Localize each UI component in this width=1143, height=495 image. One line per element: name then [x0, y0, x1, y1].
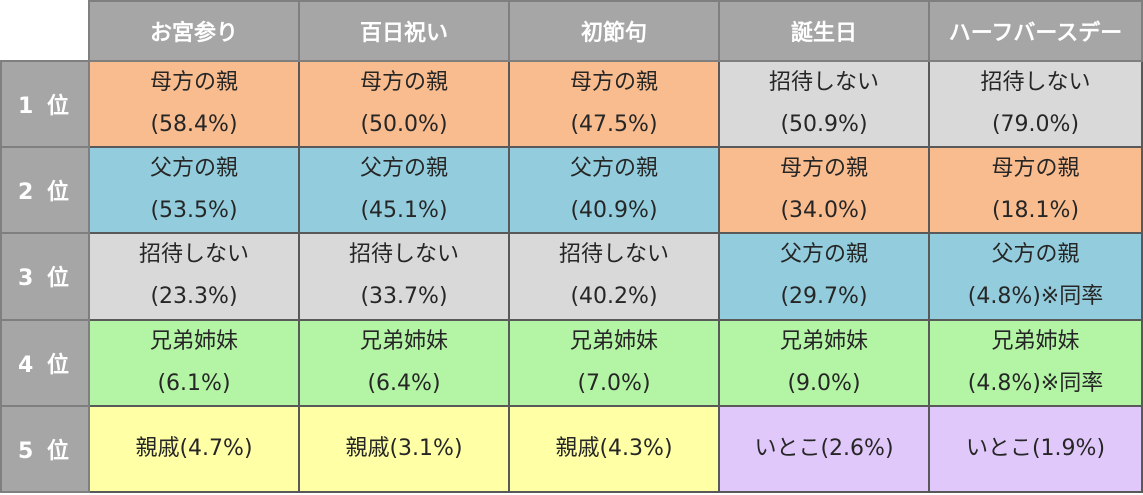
- cell-percent: (40.2%): [570, 284, 658, 310]
- table-cell: 父方の親 (45.1%): [298, 146, 510, 235]
- table-cell: 兄弟姉妹 (4.8%)※同率: [928, 318, 1143, 407]
- cell-name: 兄弟姉妹: [991, 328, 1080, 354]
- cell-name: 父方の親: [569, 156, 658, 182]
- cell-name: 母方の親: [149, 70, 238, 96]
- table-cell: 兄弟姉妹 (6.1%): [88, 318, 300, 407]
- corner-cell: [1, 1, 89, 61]
- column-header-momoka: 百日祝い: [298, 0, 510, 62]
- table-cell: 招待しない (23.3%): [88, 232, 300, 321]
- cell-percent: (4.8%)※同率: [967, 370, 1104, 396]
- cell-percent: (50.0%): [360, 112, 448, 138]
- rank-row-3: 3 位 招待しない (23.3%) 招待しない (33.7%) 招待しない (40.2…: [0, 232, 1143, 321]
- rank-row-1: 1 位 母方の親 (58.4%) 母方の親 (50.0%) 母方の親 (47.5%) …: [0, 59, 1143, 149]
- cell-percent: (79.0%): [991, 112, 1080, 138]
- cell-name: 兄弟姉妹: [569, 328, 658, 354]
- table-cell: 親戚(3.1%): [298, 404, 510, 494]
- cell-name: 父方の親: [359, 156, 448, 182]
- header-row: お宮参り 百日祝い 初節句 誕生日 ハーフバースデー: [1, 0, 1143, 62]
- table-cell: 親戚(4.3%): [508, 404, 720, 494]
- column-header-omiyamairi: お宮参り: [88, 0, 300, 62]
- cell-name: 招待しない: [768, 70, 879, 96]
- table-cell: 招待しない (40.2%): [508, 232, 720, 321]
- cell-percent: (9.0%): [787, 370, 861, 396]
- rank-label: 1 位: [0, 59, 90, 149]
- cell-percent: (33.7%): [360, 284, 448, 310]
- cell-name: 父方の親: [149, 156, 238, 182]
- rank-label: 2 位: [0, 146, 90, 235]
- cell-percent: (47.5%): [570, 112, 658, 138]
- table-cell: 父方の親 (53.5%): [88, 146, 300, 235]
- cell-name: 兄弟姉妹: [359, 328, 448, 354]
- cell-name: 兄弟姉妹: [779, 328, 868, 354]
- cell-percent: (50.9%): [780, 112, 868, 138]
- cell-percent: (45.1%): [360, 198, 448, 224]
- cell-name: 招待しない: [558, 242, 669, 268]
- table-cell: 母方の親 (58.4%): [88, 59, 300, 149]
- cell-name: 招待しない: [138, 242, 249, 268]
- table-cell: 父方の親 (40.9%): [508, 146, 720, 235]
- table-cell: 親戚(4.7%): [88, 404, 300, 494]
- cell-name: 母方の親: [779, 156, 868, 182]
- cell-percent: (23.3%): [150, 284, 238, 310]
- cell-name: 兄弟姉妹: [149, 328, 238, 354]
- cell-percent: (40.9%): [570, 198, 658, 224]
- cell-percent: (53.5%): [150, 198, 238, 224]
- rank-row-5: 5 位 親戚(4.7%) 親戚(3.1%) 親戚(4.3%) いとこ(2.6%)…: [0, 404, 1143, 494]
- table-cell: 父方の親 (29.7%): [718, 232, 930, 321]
- cell-percent: (58.4%): [150, 112, 238, 138]
- column-header-half-birthday: ハーフバースデー: [928, 0, 1143, 62]
- cell-percent: (6.4%): [367, 370, 441, 396]
- table-cell: 母方の親 (47.5%): [508, 59, 720, 149]
- cell-name: 父方の親: [991, 242, 1080, 268]
- table-cell: 母方の親 (18.1%): [928, 146, 1143, 235]
- rank-label: 3 位: [0, 232, 90, 321]
- cell-name: 母方の親: [359, 70, 448, 96]
- cell-name: 母方の親: [569, 70, 658, 96]
- rank-row-4: 4 位 兄弟姉妹 (6.1%) 兄弟姉妹 (6.4%) 兄弟姉妹 (7.0%) 兄弟姉…: [0, 318, 1143, 407]
- table-cell: 招待しない (50.9%): [718, 59, 930, 149]
- rank-label: 4 位: [0, 318, 90, 407]
- cell-name: 母方の親: [991, 156, 1080, 182]
- table-cell: 兄弟姉妹 (6.4%): [298, 318, 510, 407]
- cell-name: 父方の親: [779, 242, 868, 268]
- table-cell: いとこ(2.6%): [718, 404, 930, 494]
- column-header-hatsuzekku: 初節句: [508, 0, 720, 62]
- table-cell: 招待しない (79.0%): [928, 59, 1143, 149]
- table-cell: 母方の親 (50.0%): [298, 59, 510, 149]
- column-header-birthday: 誕生日: [718, 0, 930, 62]
- table-cell: 父方の親 (4.8%)※同率: [928, 232, 1143, 321]
- rank-row-2: 2 位 父方の親 (53.5%) 父方の親 (45.1%) 父方の親 (40.9%) …: [0, 146, 1143, 235]
- table-cell: いとこ(1.9%): [928, 404, 1143, 494]
- table-cell: 兄弟姉妹 (7.0%): [508, 318, 720, 407]
- table-cell: 招待しない (33.7%): [298, 232, 510, 321]
- cell-percent: (18.1%): [991, 198, 1080, 224]
- cell-percent: (7.0%): [577, 370, 651, 396]
- cell-percent: (29.7%): [780, 284, 868, 310]
- cell-percent: (4.8%)※同率: [967, 284, 1104, 310]
- cell-name: 招待しない: [980, 70, 1091, 96]
- cell-percent: (34.0%): [780, 198, 868, 224]
- table-cell: 母方の親 (34.0%): [718, 146, 930, 235]
- cell-percent: (6.1%): [157, 370, 231, 396]
- rank-label: 5 位: [0, 404, 90, 494]
- cell-name: 招待しない: [348, 242, 459, 268]
- table-cell: 兄弟姉妹 (9.0%): [718, 318, 930, 407]
